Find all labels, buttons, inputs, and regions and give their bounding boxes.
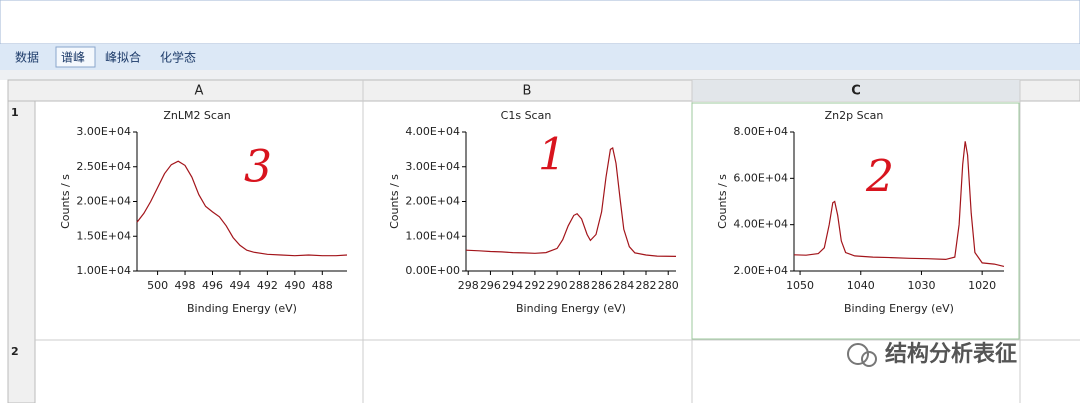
strip <box>0 70 1080 80</box>
handwritten-annotation: 3 <box>244 142 272 193</box>
y-axis-label: Counts / s <box>59 174 72 229</box>
x-tick-label: 1030 <box>907 279 935 292</box>
y-tick-label: 4.00E+04 <box>733 218 788 231</box>
tab[interactable]: 数据 <box>15 50 39 65</box>
chart-title: Zn2p Scan <box>825 109 884 122</box>
y-axis-label: Counts / s <box>388 174 401 229</box>
chart-title: C1s Scan <box>501 109 552 122</box>
y-tick-label: 2.00E+04 <box>733 264 788 277</box>
handwritten-annotation: 1 <box>538 130 566 181</box>
x-tick-label: 282 <box>636 279 657 292</box>
x-tick-label: 298 <box>458 279 479 292</box>
x-axis-label: Binding Energy (eV) <box>844 302 954 315</box>
tab-bar <box>0 44 1080 70</box>
watermark-icon <box>861 351 877 367</box>
x-tick-label: 498 <box>175 279 196 292</box>
y-tick-label: 1.00E+04 <box>405 229 460 242</box>
x-tick-label: 496 <box>202 279 223 292</box>
y-tick-label: 8.00E+04 <box>733 125 788 138</box>
row-header: 2 <box>11 345 19 358</box>
tab[interactable]: 峰拟合 <box>105 50 141 65</box>
x-tick-label: 488 <box>312 279 333 292</box>
x-tick-label: 490 <box>284 279 305 292</box>
x-tick-label: 492 <box>257 279 278 292</box>
x-tick-label: 294 <box>502 279 523 292</box>
spectrum-line <box>793 141 1005 267</box>
x-tick-label: 280 <box>658 279 679 292</box>
y-tick-label: 1.00E+04 <box>76 264 131 277</box>
spectrum-line <box>465 147 677 257</box>
column-header: C <box>851 84 861 99</box>
x-tick-label: 296 <box>480 279 501 292</box>
spectrum-line <box>136 160 348 257</box>
tab[interactable]: 化学态 <box>160 50 196 65</box>
y-tick-label: 4.00E+04 <box>405 125 460 138</box>
tab[interactable]: 谱峰 <box>61 51 85 65</box>
y-tick-label: 3.00E+04 <box>76 125 131 138</box>
y-tick-label: 3.00E+04 <box>405 160 460 173</box>
x-tick-label: 500 <box>147 279 168 292</box>
column-header: A <box>195 84 204 99</box>
x-axis-label: Binding Energy (eV) <box>187 302 297 315</box>
chart-title: ZnLM2 Scan <box>163 109 230 122</box>
watermark: 结构分析表征 <box>885 341 1017 367</box>
x-tick-label: 290 <box>547 279 568 292</box>
column-header-active <box>692 80 1020 101</box>
watermark-icon <box>847 343 869 365</box>
x-tick-label: 292 <box>524 279 545 292</box>
row-header-bar <box>7 100 36 403</box>
y-tick-label: 2.00E+04 <box>405 195 460 208</box>
x-tick-label: 1020 <box>968 279 996 292</box>
handwritten-annotation: 2 <box>865 152 894 203</box>
y-tick-label: 2.00E+04 <box>76 195 131 208</box>
x-tick-label: 1050 <box>786 279 814 292</box>
y-tick-label: 2.50E+04 <box>76 160 131 173</box>
x-tick-label: 288 <box>569 279 590 292</box>
top-pane <box>0 0 1080 45</box>
x-tick-label: 286 <box>591 279 612 292</box>
y-tick-label: 1.50E+04 <box>76 229 131 242</box>
tab-selected-box <box>55 46 96 68</box>
x-tick-label: 1040 <box>847 279 875 292</box>
column-header: B <box>523 84 532 99</box>
y-tick-label: 6.00E+04 <box>733 171 788 184</box>
y-axis-label: Counts / s <box>716 174 729 229</box>
x-tick-label: 284 <box>613 279 634 292</box>
selected-cell <box>691 102 1020 340</box>
row-header: 1 <box>11 106 19 119</box>
y-tick-label: 0.00E+00 <box>405 264 460 277</box>
x-tick-label: 494 <box>229 279 250 292</box>
x-axis-label: Binding Energy (eV) <box>516 302 626 315</box>
